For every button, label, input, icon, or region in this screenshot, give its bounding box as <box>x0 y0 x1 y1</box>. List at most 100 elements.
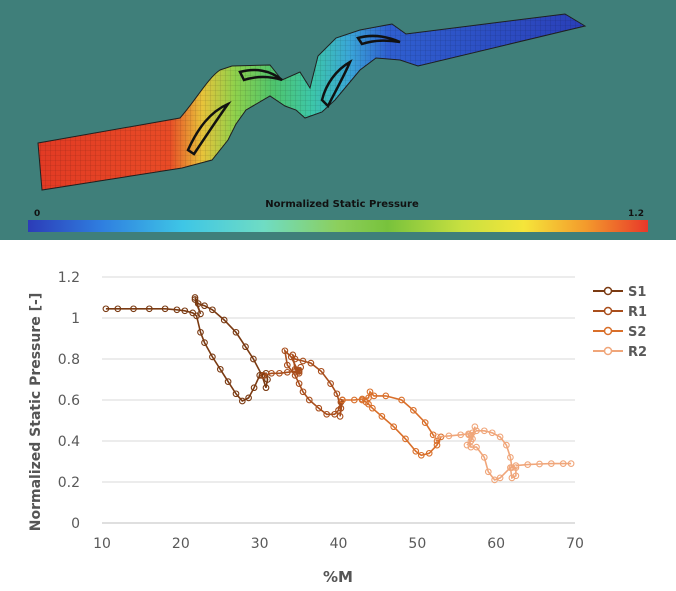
data-point <box>250 355 257 363</box>
stator2-blade <box>320 59 353 109</box>
data-point <box>524 461 532 468</box>
data-point <box>337 404 345 412</box>
pressure-chart-svg: 0 0.2 0.4 0.6 0.8 1 1.2 10 20 30 40 50 60 70 S1 R1 S2 R… <box>28 270 647 586</box>
data-point <box>382 392 390 400</box>
data-point <box>331 410 338 418</box>
series-s1 <box>102 294 271 405</box>
x-axis-label: %M <box>323 568 353 586</box>
data-point <box>480 454 488 461</box>
data-point <box>488 429 496 437</box>
turbine-blade-passages <box>37 13 587 191</box>
data-point <box>289 351 297 359</box>
data-point <box>181 307 189 315</box>
data-point <box>323 410 331 418</box>
data-point <box>232 390 240 398</box>
data-point <box>390 423 398 431</box>
data-point <box>480 427 488 435</box>
data-point <box>317 367 325 375</box>
data-point <box>366 388 374 396</box>
pressure-chart: 0 0.2 0.4 0.6 0.8 1 1.2 10 20 30 40 50 60 70 S1 R1 S2 R… <box>0 240 676 587</box>
series-group <box>102 294 575 484</box>
data-point <box>260 372 267 379</box>
x-tick-label: 50 <box>408 536 426 552</box>
data-point <box>220 316 228 324</box>
data-point <box>370 392 378 400</box>
data-point <box>327 380 334 387</box>
pressure-contour-panel: Normalized Static Pressure 0 1.2 <box>0 0 676 240</box>
data-point <box>496 433 504 441</box>
data-point <box>491 476 498 484</box>
x-tick-label: 60 <box>487 536 505 552</box>
data-point <box>145 305 153 313</box>
data-point <box>276 369 283 377</box>
series-r1 <box>260 347 346 420</box>
data-point <box>484 468 492 476</box>
legend-label: S2 <box>628 325 646 340</box>
data-point <box>209 306 216 314</box>
legend-item-s1: S1 <box>593 285 646 300</box>
data-point <box>238 397 246 405</box>
data-point <box>339 396 346 404</box>
y-tick-label: 0.8 <box>58 352 80 368</box>
data-point <box>315 404 323 412</box>
legend-label: R2 <box>628 345 647 360</box>
data-point <box>378 413 386 420</box>
legend: S1 R1 S2 R2 <box>593 285 647 360</box>
data-point <box>295 380 303 387</box>
data-point <box>333 390 341 398</box>
data-point <box>242 343 249 351</box>
data-point <box>299 357 307 365</box>
data-point <box>283 361 291 369</box>
data-point <box>283 368 291 376</box>
legend-swatch-marker <box>603 346 613 356</box>
data-point <box>507 454 514 461</box>
data-point <box>471 423 479 431</box>
legend-item-r2: R2 <box>593 345 647 360</box>
data-point <box>307 359 315 367</box>
data-point <box>412 447 420 455</box>
data-point <box>358 396 366 404</box>
data-point <box>216 365 224 373</box>
data-point <box>224 378 232 385</box>
series-line <box>263 348 344 417</box>
series-s2 <box>339 388 445 459</box>
x-tick-label: 30 <box>251 536 269 552</box>
data-point <box>507 464 514 471</box>
data-point <box>114 305 122 313</box>
data-point <box>268 369 275 377</box>
y-tick-label: 0.2 <box>58 475 80 491</box>
colorbar-scale <box>28 220 648 232</box>
data-point <box>402 435 409 443</box>
data-point <box>299 388 307 396</box>
data-point <box>496 474 504 482</box>
data-point <box>336 413 344 420</box>
data-point <box>425 449 433 457</box>
data-point <box>463 441 471 449</box>
colorbar: Normalized Static Pressure 0 1.2 <box>28 199 648 232</box>
data-point <box>173 306 181 314</box>
data-point <box>536 460 543 468</box>
data-point <box>201 302 208 310</box>
series-line <box>436 426 517 481</box>
legend-item-r1: R1 <box>593 305 647 320</box>
data-point <box>410 406 417 414</box>
data-point <box>209 353 216 361</box>
rotor2-blade <box>356 34 401 46</box>
x-tick-labels: 10 20 30 40 50 60 70 <box>93 536 584 552</box>
y-tick-label: 0.6 <box>58 393 80 409</box>
data-point <box>457 431 465 439</box>
data-point <box>398 396 405 404</box>
data-point <box>467 437 475 445</box>
data-point <box>295 367 303 375</box>
x-tick-label: 20 <box>172 536 190 552</box>
y-tick-label: 0 <box>71 516 80 532</box>
legend-swatch-marker <box>603 306 613 316</box>
x-tick-label: 70 <box>566 536 584 552</box>
data-point <box>130 305 137 313</box>
legend-swatch-marker <box>603 326 613 336</box>
colorbar-title: Normalized Static Pressure <box>265 199 419 210</box>
data-point <box>433 433 441 441</box>
stator1-blade <box>186 100 232 156</box>
legend-item-s2: S2 <box>593 325 646 340</box>
